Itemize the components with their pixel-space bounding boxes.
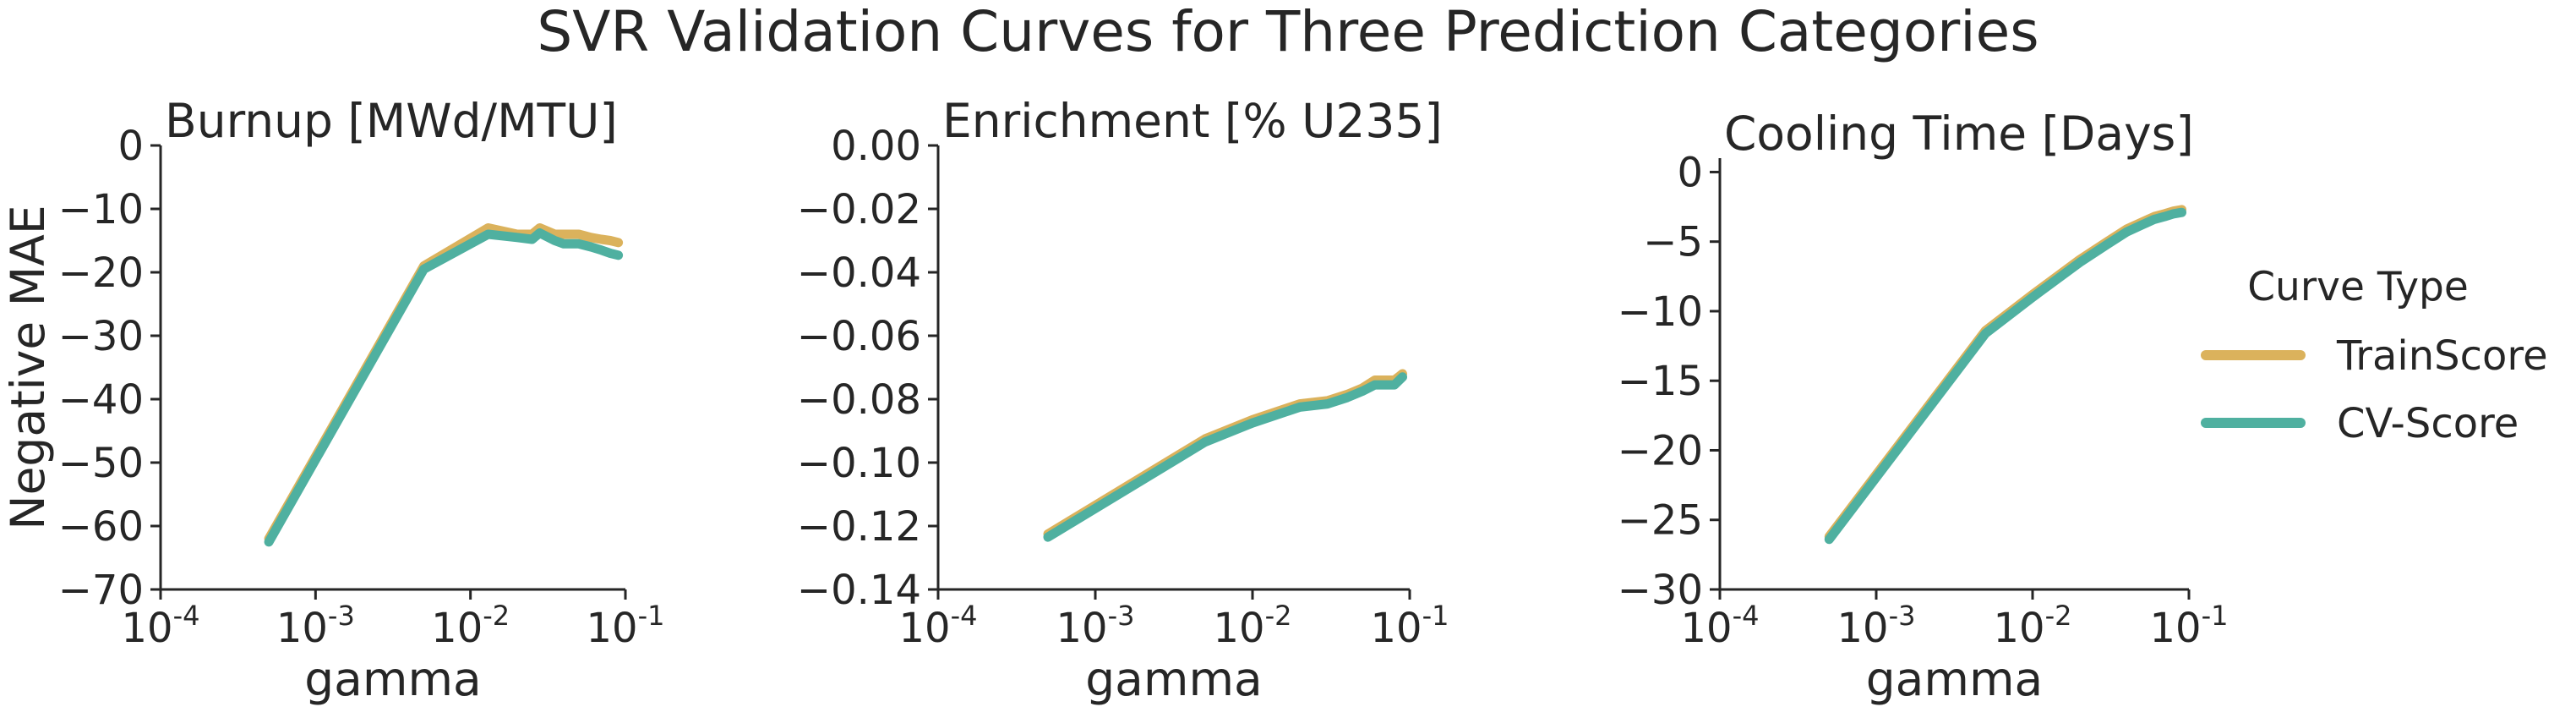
series-line-cv-score (264, 228, 624, 547)
x-axis-label: gamma (1085, 652, 1262, 706)
x-tick-label: 10-2 (431, 600, 510, 652)
y-tick-label: −10 (1618, 288, 1703, 336)
y-tick-label: −60 (58, 503, 144, 551)
x-tick-label: 10-3 (1837, 600, 1916, 652)
legend-entry-label: CV-Score (2337, 400, 2519, 447)
x-tick-label: 10-3 (1056, 600, 1135, 652)
x-tick-label: 10-1 (2150, 600, 2229, 652)
y-tick-label: −30 (58, 313, 144, 360)
y-tick-label: −0.08 (797, 376, 921, 424)
y-tick-label: −0.06 (797, 313, 921, 360)
y-tick-label: −0.12 (797, 503, 921, 551)
legend: Curve Type TrainScore CV-Score (2201, 264, 2548, 447)
y-tick-label: −15 (1618, 358, 1703, 405)
y-tick-label: −10 (58, 186, 144, 233)
chart-panel-2: 0.00−0.02−0.04−0.06−0.08−0.10−0.12−0.141… (797, 94, 1449, 706)
x-tick-label: 10-4 (899, 600, 978, 652)
y-tick-label: −20 (1618, 427, 1703, 474)
y-tick-label: −40 (58, 376, 144, 424)
x-tick-label: 10-4 (122, 600, 200, 652)
y-tick-label: −25 (1618, 497, 1703, 545)
x-tick-label: 10-1 (1371, 600, 1449, 652)
figure-title: SVR Validation Curves for Three Predicti… (537, 0, 2038, 64)
y-tick-label: −0.10 (797, 440, 921, 487)
legend-entry-label: TrainScore (2336, 332, 2548, 380)
series-line-cv-score (1824, 207, 2186, 545)
x-axis-label: gamma (1866, 652, 2043, 706)
series-line-trainscore (1824, 205, 2186, 541)
y-tick-label: 0 (1677, 149, 1703, 196)
y-tick-label: −50 (58, 440, 144, 487)
y-tick-label: −5 (1643, 219, 1703, 266)
x-tick-label: 10-2 (1214, 600, 1292, 652)
y-tick-label: −20 (58, 249, 144, 297)
y-tick-label: 0.00 (831, 123, 921, 170)
series-line-trainscore (264, 223, 624, 544)
panel-title: Burnup [MWd/MTU] (165, 94, 618, 148)
y-tick-label: 0 (117, 123, 144, 170)
y-axis-label: Negative MAE (1, 205, 55, 529)
x-axis-label: gamma (304, 652, 481, 706)
series-line-cv-score (1043, 372, 1407, 542)
y-tick-label: −0.04 (797, 249, 921, 297)
x-tick-label: 10-3 (276, 600, 355, 652)
legend-title: Curve Type (2247, 264, 2469, 310)
x-tick-label: 10-2 (1994, 600, 2072, 652)
y-tick-label: −0.02 (797, 186, 921, 233)
x-tick-label: 10-1 (587, 600, 665, 652)
panel-title: Cooling Time [Days] (1724, 107, 2194, 161)
y-tick-label: −30 (1618, 567, 1703, 614)
y-tick-label: −70 (58, 567, 144, 614)
x-tick-label: 10-4 (1681, 600, 1760, 652)
y-tick-label: −0.14 (797, 567, 921, 614)
panel-title: Enrichment [% U235] (942, 94, 1443, 148)
